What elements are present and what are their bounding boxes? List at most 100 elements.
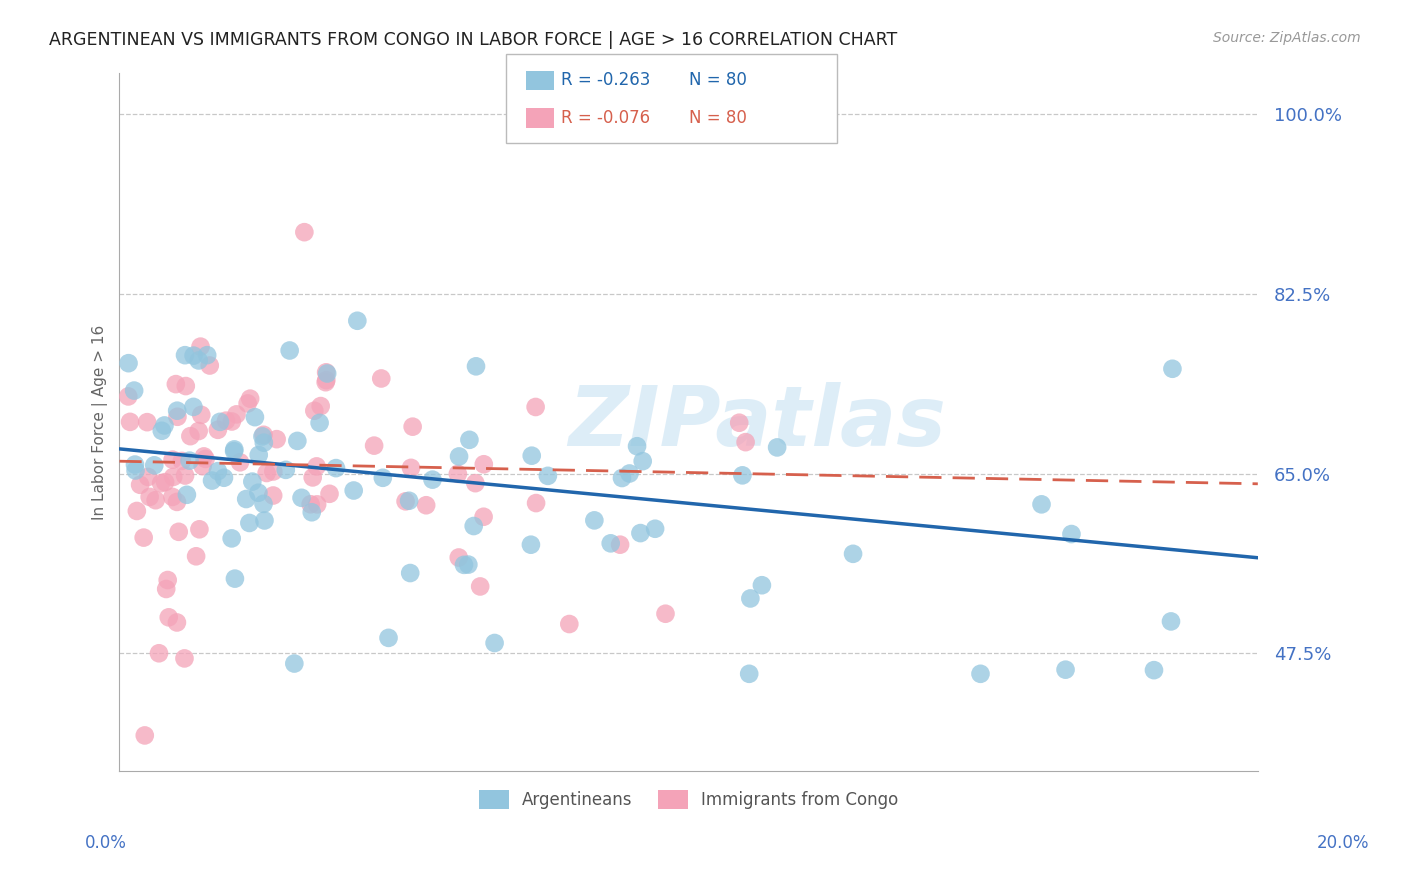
Point xyxy=(465,359,488,374)
Point xyxy=(370,371,392,385)
Point xyxy=(377,631,399,645)
Point xyxy=(143,458,166,473)
Point xyxy=(318,487,340,501)
Text: ZIPatlas: ZIPatlas xyxy=(568,382,946,463)
Point xyxy=(285,434,308,448)
Point xyxy=(190,340,212,354)
Point xyxy=(415,498,437,512)
Point xyxy=(153,475,176,490)
Text: R = -0.076: R = -0.076 xyxy=(561,109,650,128)
Point xyxy=(262,489,284,503)
Point xyxy=(150,424,173,438)
Point xyxy=(166,615,188,630)
Point xyxy=(124,458,146,472)
Point xyxy=(1161,361,1184,376)
Point xyxy=(371,471,394,485)
Point xyxy=(247,448,270,462)
Point xyxy=(229,455,252,469)
Point xyxy=(346,314,368,328)
Point xyxy=(969,666,991,681)
Point xyxy=(628,526,651,541)
Point xyxy=(221,415,243,429)
Point xyxy=(751,578,773,592)
Point xyxy=(842,547,865,561)
Point xyxy=(252,427,274,442)
Point xyxy=(156,573,179,587)
Point xyxy=(457,558,479,572)
Text: R = -0.263: R = -0.263 xyxy=(561,71,651,89)
Point xyxy=(401,419,423,434)
Point xyxy=(301,505,323,519)
Point xyxy=(198,359,221,373)
Point xyxy=(626,439,648,453)
Point xyxy=(129,477,152,491)
Point xyxy=(162,470,184,484)
Point xyxy=(394,494,416,508)
Point xyxy=(292,225,315,239)
Text: 0.0%: 0.0% xyxy=(84,834,127,852)
Point xyxy=(422,473,444,487)
Point xyxy=(307,497,329,511)
Legend: Argentineans, Immigrants from Congo: Argentineans, Immigrants from Congo xyxy=(472,783,905,815)
Point xyxy=(299,497,322,511)
Point xyxy=(150,476,173,491)
Point xyxy=(166,409,188,424)
Point xyxy=(155,582,177,596)
Text: Source: ZipAtlas.com: Source: ZipAtlas.com xyxy=(1213,31,1361,45)
Point xyxy=(201,474,224,488)
Point xyxy=(305,459,328,474)
Point xyxy=(174,468,197,483)
Point xyxy=(188,522,211,536)
Point xyxy=(447,467,470,481)
Point xyxy=(224,442,246,457)
Point xyxy=(738,666,761,681)
Point xyxy=(252,429,274,443)
Point xyxy=(583,513,606,527)
Point xyxy=(167,524,190,539)
Point xyxy=(117,356,139,370)
Point xyxy=(290,491,312,505)
Point xyxy=(315,373,337,387)
Point xyxy=(179,429,201,443)
Point xyxy=(654,607,676,621)
Point xyxy=(235,491,257,506)
Point xyxy=(212,471,235,485)
Point xyxy=(274,463,297,477)
Point xyxy=(247,485,270,500)
Point xyxy=(619,467,641,481)
Point xyxy=(399,461,422,475)
Point xyxy=(224,572,246,586)
Point xyxy=(136,415,159,429)
Point xyxy=(484,636,506,650)
Point xyxy=(398,493,420,508)
Point xyxy=(138,490,160,504)
Point xyxy=(239,392,262,406)
Point xyxy=(165,377,187,392)
Point xyxy=(166,403,188,417)
Point xyxy=(125,504,148,518)
Point xyxy=(148,646,170,660)
Point xyxy=(1143,663,1166,677)
Text: N = 80: N = 80 xyxy=(689,71,747,89)
Point xyxy=(464,476,486,491)
Point xyxy=(309,399,332,413)
Point xyxy=(631,454,654,468)
Point xyxy=(301,470,323,484)
Point xyxy=(122,384,145,398)
Point xyxy=(610,471,633,485)
Point xyxy=(520,538,543,552)
Y-axis label: In Labor Force | Age > 16: In Labor Force | Age > 16 xyxy=(93,325,108,520)
Point xyxy=(221,532,243,546)
Point xyxy=(447,450,470,464)
Point xyxy=(179,453,201,467)
Point xyxy=(253,435,276,450)
Point xyxy=(470,579,492,593)
Point xyxy=(447,550,470,565)
Point xyxy=(184,549,207,564)
Point xyxy=(458,433,481,447)
Point xyxy=(153,418,176,433)
Point xyxy=(308,416,330,430)
Point xyxy=(728,416,751,430)
Point xyxy=(558,617,581,632)
Point xyxy=(315,365,337,379)
